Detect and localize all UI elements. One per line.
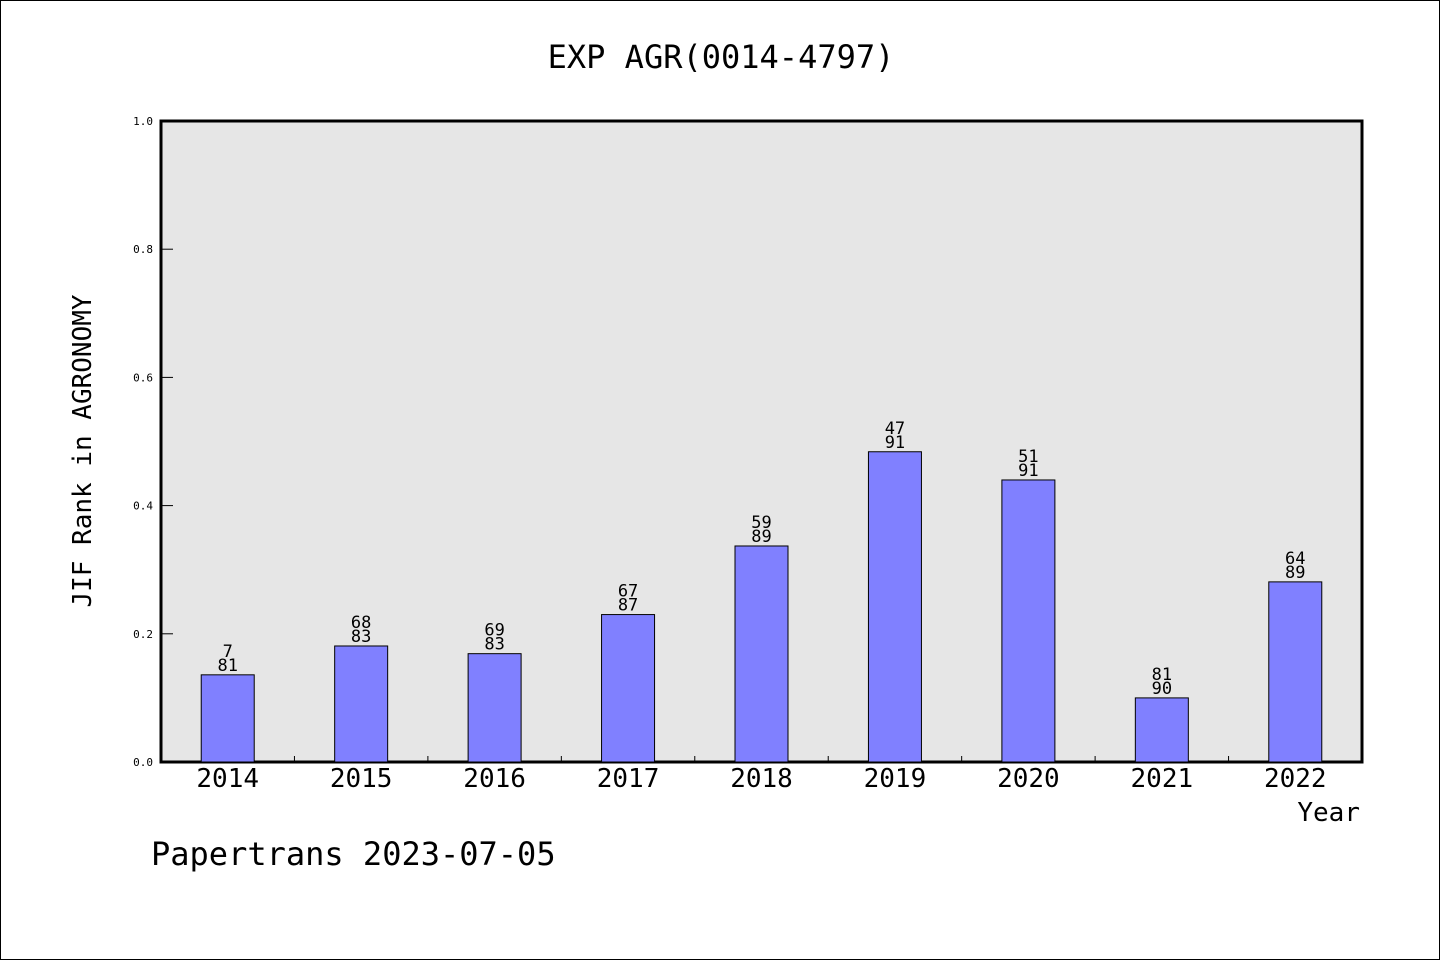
y-tick-label: 0.4 xyxy=(133,500,153,513)
y-tick-label: 0.0 xyxy=(133,756,153,769)
bar-2019 xyxy=(867,451,922,763)
total-label: 89 xyxy=(1285,563,1305,583)
rank-label: 51 xyxy=(1018,447,1038,467)
x-axis: 2014 2015 2016 2017 2018 2019 2020 2021 2022 xyxy=(196,756,1327,794)
rank-label: 67 xyxy=(618,582,638,602)
x-tick-label: 2015 xyxy=(330,764,393,794)
total-label: 91 xyxy=(885,433,905,453)
bar-2020 xyxy=(1001,479,1056,763)
chart-title: EXP AGR(0014-4797) xyxy=(548,38,895,76)
bar-2014 xyxy=(200,674,255,763)
total-label: 83 xyxy=(484,635,504,655)
x-tick-label: 2014 xyxy=(196,764,259,794)
rank-label: 7 xyxy=(223,642,233,662)
total-label: 83 xyxy=(351,627,371,647)
rank-label: 81 xyxy=(1152,665,1172,685)
rank-label: 59 xyxy=(751,513,771,533)
y-axis: 0.0 0.2 0.4 0.6 0.8 1.0 xyxy=(133,115,173,769)
rank-label: 47 xyxy=(885,419,905,439)
x-tick-label: 2016 xyxy=(463,764,526,794)
rank-label: 69 xyxy=(484,621,504,641)
y-tick-label: 0.6 xyxy=(133,371,153,384)
bar-2017 xyxy=(601,614,656,763)
total-label: 89 xyxy=(751,527,771,547)
y-tick-label: 0.8 xyxy=(133,243,153,256)
bar-2022 xyxy=(1268,581,1323,763)
bar-series xyxy=(200,451,1323,763)
y-tick-label: 0.2 xyxy=(133,628,153,641)
total-label: 90 xyxy=(1152,679,1172,699)
y-tick-label: 1.0 xyxy=(133,115,153,128)
y-axis-label: JIF Rank in AGRONOMY xyxy=(68,294,98,607)
bar-2016 xyxy=(467,653,522,763)
x-tick-label: 2021 xyxy=(1131,764,1194,794)
x-tick-label: 2022 xyxy=(1264,764,1327,794)
total-label: 91 xyxy=(1018,461,1038,481)
footer-credit: Papertrans 2023-07-05 xyxy=(151,835,556,873)
rank-label: 68 xyxy=(351,613,371,633)
x-tick-label: 2017 xyxy=(597,764,660,794)
total-label: 81 xyxy=(217,656,237,676)
x-tick-label: 2020 xyxy=(997,764,1060,794)
bar-2015 xyxy=(334,645,389,763)
x-tick-label: 2018 xyxy=(730,764,793,794)
bar-2021 xyxy=(1134,697,1189,763)
total-label: 87 xyxy=(618,596,638,616)
x-tick-label: 2019 xyxy=(864,764,927,794)
x-axis-label: Year xyxy=(1297,798,1360,828)
rank-label: 64 xyxy=(1285,549,1305,569)
bar-2018 xyxy=(734,545,789,763)
